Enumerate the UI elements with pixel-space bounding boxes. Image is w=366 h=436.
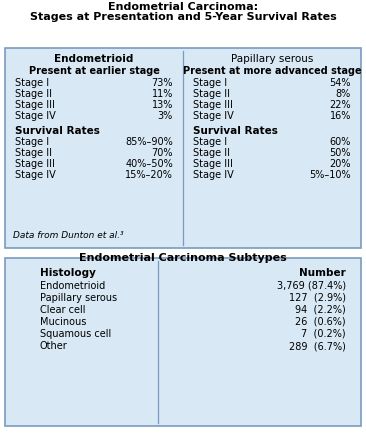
Text: Stage IV: Stage IV bbox=[15, 170, 56, 180]
Text: Data from Dunton et al.³: Data from Dunton et al.³ bbox=[13, 231, 124, 240]
Text: Papillary serous: Papillary serous bbox=[40, 293, 117, 303]
Text: 50%: 50% bbox=[329, 148, 351, 158]
Text: Stage III: Stage III bbox=[15, 159, 55, 169]
Text: Stage II: Stage II bbox=[15, 89, 52, 99]
Text: 94  (2.2%): 94 (2.2%) bbox=[295, 305, 346, 315]
Text: Endometrial Carcinoma:: Endometrial Carcinoma: bbox=[108, 2, 258, 12]
Text: Survival Rates: Survival Rates bbox=[193, 126, 278, 136]
Text: 16%: 16% bbox=[330, 111, 351, 121]
Text: 11%: 11% bbox=[152, 89, 173, 99]
Text: Number: Number bbox=[299, 268, 346, 278]
Text: Stage II: Stage II bbox=[193, 89, 230, 99]
Text: Mucinous: Mucinous bbox=[40, 317, 86, 327]
Text: Stage IV: Stage IV bbox=[193, 170, 234, 180]
Text: Endometrial Carcinoma Subtypes: Endometrial Carcinoma Subtypes bbox=[79, 253, 287, 263]
Text: Squamous cell: Squamous cell bbox=[40, 329, 111, 339]
Text: Stage I: Stage I bbox=[193, 78, 227, 88]
Text: 26  (0.6%): 26 (0.6%) bbox=[295, 317, 346, 327]
Text: 60%: 60% bbox=[330, 137, 351, 147]
Text: 3%: 3% bbox=[158, 111, 173, 121]
Text: 20%: 20% bbox=[329, 159, 351, 169]
Text: Stage III: Stage III bbox=[193, 159, 233, 169]
Text: 40%–50%: 40%–50% bbox=[125, 159, 173, 169]
Text: Present at earlier stage: Present at earlier stage bbox=[29, 66, 160, 76]
Text: 22%: 22% bbox=[329, 100, 351, 110]
Text: Clear cell: Clear cell bbox=[40, 305, 86, 315]
Text: 8%: 8% bbox=[336, 89, 351, 99]
Text: 5%–10%: 5%–10% bbox=[309, 170, 351, 180]
Text: 127  (2.9%): 127 (2.9%) bbox=[289, 293, 346, 303]
Text: Stage II: Stage II bbox=[193, 148, 230, 158]
FancyBboxPatch shape bbox=[5, 258, 361, 426]
Text: 54%: 54% bbox=[329, 78, 351, 88]
Text: Survival Rates: Survival Rates bbox=[15, 126, 100, 136]
Text: Endometrioid: Endometrioid bbox=[40, 281, 105, 291]
Text: 70%: 70% bbox=[152, 148, 173, 158]
Text: 3,769 (87.4%): 3,769 (87.4%) bbox=[277, 281, 346, 291]
Text: Stage III: Stage III bbox=[15, 100, 55, 110]
Text: Stage II: Stage II bbox=[15, 148, 52, 158]
Text: Stage I: Stage I bbox=[193, 137, 227, 147]
Text: 289  (6.7%): 289 (6.7%) bbox=[289, 341, 346, 351]
Text: Stages at Presentation and 5-Year Survival Rates: Stages at Presentation and 5-Year Surviv… bbox=[30, 12, 336, 22]
FancyBboxPatch shape bbox=[5, 48, 361, 248]
Text: 7  (0.2%): 7 (0.2%) bbox=[301, 329, 346, 339]
Text: Stage I: Stage I bbox=[15, 78, 49, 88]
Text: 85%–90%: 85%–90% bbox=[125, 137, 173, 147]
Text: Present at more advanced stage: Present at more advanced stage bbox=[183, 66, 361, 76]
Text: Stage III: Stage III bbox=[193, 100, 233, 110]
Text: 15%–20%: 15%–20% bbox=[125, 170, 173, 180]
Text: Stage IV: Stage IV bbox=[15, 111, 56, 121]
Text: Stage IV: Stage IV bbox=[193, 111, 234, 121]
Text: Papillary serous: Papillary serous bbox=[231, 54, 313, 64]
Text: Histology: Histology bbox=[40, 268, 96, 278]
Text: Endometrioid: Endometrioid bbox=[54, 54, 134, 64]
Text: Other: Other bbox=[40, 341, 68, 351]
Text: 73%: 73% bbox=[152, 78, 173, 88]
Text: 13%: 13% bbox=[152, 100, 173, 110]
Text: Stage I: Stage I bbox=[15, 137, 49, 147]
